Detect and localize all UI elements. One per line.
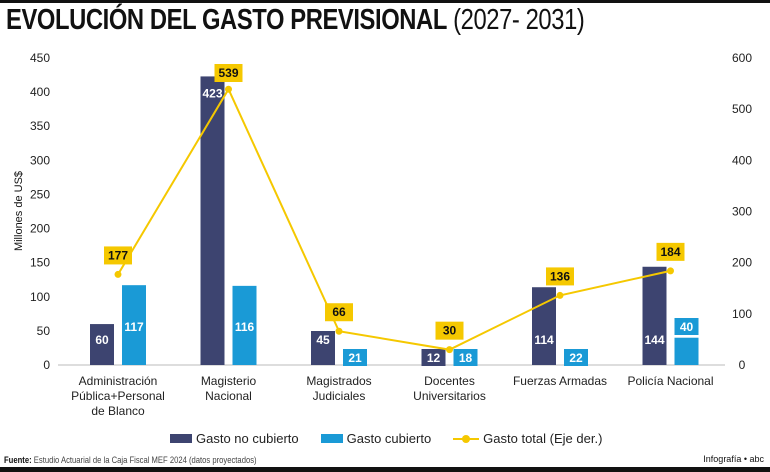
chart-title: EVOLUCIÓN DEL GASTO PREVISIONAL (2027- 2… — [6, 4, 585, 37]
bar-gasto-no-cubierto — [200, 76, 225, 366]
bar-gasto-no-cubierto — [642, 266, 667, 365]
bar-label-bg — [564, 349, 588, 366]
source-label: Fuente: — [4, 455, 32, 465]
y-tick-label: 250 — [30, 187, 50, 201]
y-tick-label: 0 — [43, 358, 50, 372]
bar-label-bg — [343, 349, 367, 366]
legend-label: Gasto no cubierto — [196, 431, 299, 446]
y-tick-label: 350 — [30, 119, 50, 133]
x-tick-label: Administración — [79, 374, 158, 388]
y-tick-label: 450 — [30, 51, 50, 65]
line-point — [114, 270, 122, 278]
y2-tick-label: 200 — [732, 256, 752, 270]
legend-label: Gasto cubierto — [346, 431, 432, 446]
bar-label-bg — [421, 349, 446, 366]
y2-tick-label: 300 — [732, 205, 752, 219]
x-tick-label: Pública+Personal — [71, 389, 165, 403]
line-label-bg — [656, 242, 685, 261]
title-bold: EVOLUCIÓN DEL GASTO PREVISIONAL — [6, 4, 447, 36]
x-tick-label: Magisterio — [201, 374, 257, 388]
x-tick-label: Universitarios — [413, 389, 486, 403]
legend-item-gasto-cubierto: Gasto cubierto — [320, 431, 432, 446]
title-years: (2027- 2031) — [453, 4, 585, 36]
legend: Gasto no cubierto Gasto cubierto Gasto t… — [170, 431, 602, 446]
line-data-label: 66 — [332, 305, 346, 319]
bar-data-label: 114 — [534, 333, 554, 347]
bar-label-bg — [232, 318, 257, 335]
bar-label-bg — [532, 331, 556, 348]
y-tick-label: 200 — [30, 222, 50, 236]
line-label-bg — [435, 321, 464, 340]
bar-data-label: 21 — [348, 351, 362, 365]
source-note: Fuente: Estudio Actuarial de la Caja Fis… — [4, 455, 257, 465]
bar-label-bg — [453, 349, 478, 366]
line-label-bg — [325, 303, 353, 322]
line-gasto-total — [117, 87, 671, 351]
line-point — [446, 346, 453, 354]
y2-tick-label: 600 — [732, 51, 752, 65]
x-tick-label: Magistrados — [306, 374, 371, 388]
legend-item-gasto-no-cubierto: Gasto no cubierto — [170, 431, 299, 446]
bar-data-label: 117 — [124, 320, 144, 334]
line-point — [556, 291, 564, 299]
bar-label-bg — [90, 331, 114, 348]
bar-data-label: 45 — [316, 333, 330, 347]
y-tick-label: 100 — [30, 290, 50, 304]
line-label-bg — [546, 267, 574, 286]
legend-item-gasto-total: Gasto total (Eje der.) — [453, 431, 602, 446]
line-point — [335, 327, 343, 335]
bar-label-bg — [200, 84, 225, 102]
y2-tick-label: 100 — [732, 307, 752, 321]
y2-tick-label: 500 — [732, 102, 752, 116]
y-tick-label: 50 — [37, 324, 51, 338]
x-tick-label: Docentes — [424, 374, 475, 388]
bar-data-label: 40 — [680, 320, 694, 334]
line-label-bg — [104, 246, 132, 265]
bar-data-label: 423 — [202, 86, 222, 100]
y2-tick-label: 400 — [732, 153, 752, 167]
legend-swatch — [170, 434, 192, 443]
x-tick-label: Policía Nacional — [627, 374, 713, 388]
bottom-rule — [0, 467, 770, 472]
bar-data-label: 144 — [644, 333, 664, 347]
line-label-bg — [214, 64, 243, 82]
y-tick-label: 400 — [30, 85, 50, 99]
bar-data-label: 12 — [427, 351, 441, 365]
x-tick-label: Judiciales — [313, 389, 366, 403]
line-data-label: 177 — [108, 248, 128, 262]
line-data-label: 136 — [550, 269, 570, 283]
y2-tick-label: 0 — [739, 358, 746, 372]
line-data-label: 539 — [218, 66, 238, 80]
legend-swatch — [453, 434, 480, 444]
legend-label: Gasto total (Eje der.) — [483, 431, 603, 446]
bar-label-bg — [122, 318, 146, 335]
bar-label-bg — [311, 331, 335, 348]
x-tick-label: de Blanco — [91, 404, 145, 418]
line-point — [225, 85, 232, 93]
bar-data-label: 22 — [569, 351, 583, 365]
line-data-label: 184 — [660, 245, 680, 259]
x-tick-label: Nacional — [205, 389, 252, 403]
bar-gasto-cubierto — [674, 337, 699, 365]
bar-label-bg — [674, 318, 699, 335]
line-data-label: 30 — [443, 324, 457, 338]
bar-data-label: 18 — [459, 351, 473, 365]
y-tick-label: 150 — [30, 256, 50, 270]
legend-swatch — [320, 434, 343, 443]
credit: Infografía • abc — [703, 454, 764, 464]
bar-label-bg — [642, 331, 667, 348]
y-tick-label: 300 — [30, 153, 50, 167]
top-rule — [0, 0, 770, 3]
y-axis-label: Millones de US$ — [13, 171, 25, 251]
bar-data-label: 116 — [235, 320, 255, 334]
x-tick-label: Fuerzas Armadas — [513, 374, 607, 388]
line-point — [667, 267, 674, 275]
source-text: Estudio Actuarial de la Caja Fiscal MEF … — [33, 455, 257, 465]
bar-data-label: 60 — [95, 333, 109, 347]
